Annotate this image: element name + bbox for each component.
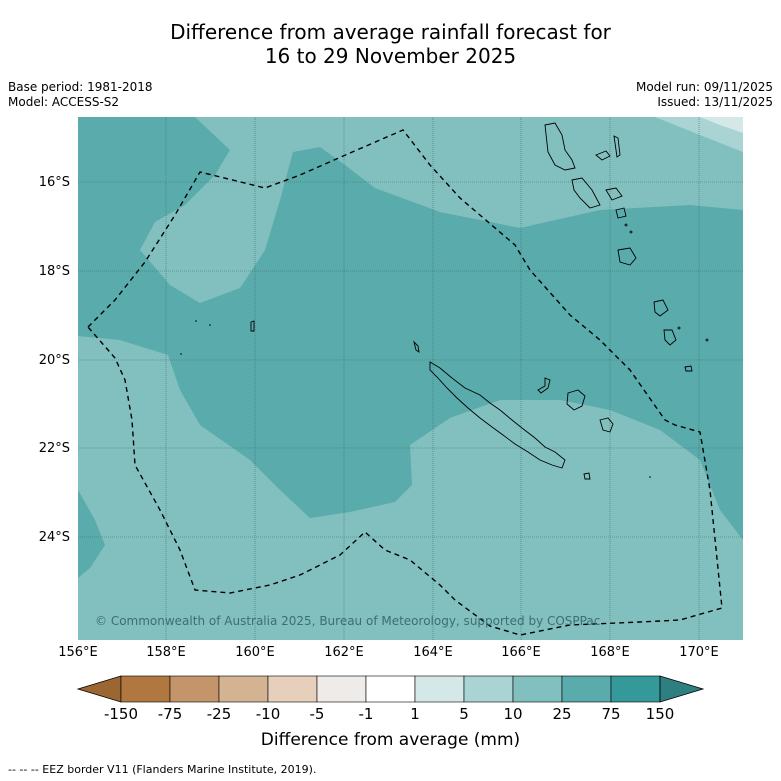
- colorbar-swatch: [267, 675, 318, 703]
- island-malo: [595, 150, 611, 161]
- eez-border: [87, 129, 723, 636]
- colorbar-swatch: [218, 675, 269, 703]
- colorbar-tick-label: -75: [157, 705, 183, 723]
- rainfall-field-ne-patch: [655, 117, 743, 152]
- island-epi: [615, 207, 627, 219]
- base-period-text: Base period: 1981-2018: [8, 80, 153, 94]
- eez-legend-footer: -- -- -- EEZ border V11 (Flanders Marine…: [8, 763, 317, 776]
- colorbar-tick-label: 150: [645, 705, 675, 723]
- colorbar-tick-label: -10: [255, 705, 281, 723]
- island-maewo: [613, 135, 621, 158]
- colorbar-tick-label: 10: [503, 705, 523, 723]
- island-dot: [629, 230, 633, 234]
- issued-text: Issued: 13/11/2025: [657, 95, 773, 109]
- island-malakula: [571, 177, 601, 209]
- lon-label-160e: 160°E: [235, 645, 275, 660]
- lon-label-162e: 162°E: [324, 645, 364, 660]
- lon-label-170e: 170°E: [679, 645, 719, 660]
- meta-right: Model run: 09/11/2025 Issued: 13/11/2025: [636, 80, 773, 110]
- colorbar-swatch: [169, 675, 220, 703]
- colorbar-swatch: [463, 675, 514, 703]
- island-new-caledonia: [429, 361, 566, 469]
- colorbar-swatch: [512, 675, 563, 703]
- island-ile-des-pins: [583, 472, 591, 480]
- island-dot: [180, 353, 182, 355]
- graticule: [78, 117, 743, 640]
- island-espiritu-santo: [544, 122, 576, 171]
- map-area: [78, 117, 743, 640]
- island-dot: [677, 326, 681, 330]
- colorbar-tick-label: 25: [552, 705, 572, 723]
- colorbar: [76, 675, 705, 703]
- island-dot: [705, 338, 709, 342]
- colorbar-swatch: [120, 675, 171, 703]
- colorbar-tick-label: -150: [103, 705, 139, 723]
- colorbar-tick-label: -25: [206, 705, 232, 723]
- island-ouvea: [537, 377, 551, 394]
- map-title-line2: 16 to 29 November 2025: [264, 44, 517, 68]
- island-dot: [649, 476, 651, 478]
- model-text: Model: ACCESS-S2: [8, 95, 120, 109]
- island-belep: [413, 340, 420, 353]
- copyright-text: © Commonwealth of Australia 2025, Bureau…: [95, 614, 601, 628]
- lat-label-18s: 18°S: [38, 264, 70, 279]
- island-west-small: [250, 320, 255, 332]
- island-mare: [599, 417, 614, 433]
- island-dot: [209, 324, 211, 326]
- colorbar-swatch: [610, 675, 661, 703]
- island-tanna: [663, 329, 677, 346]
- island-efate: [617, 247, 637, 266]
- island-dot: [624, 223, 628, 227]
- lon-label-166e: 166°E: [501, 645, 541, 660]
- colorbar-tick-label: 5: [459, 705, 469, 723]
- lat-label-16s: 16°S: [38, 175, 70, 190]
- colorbar-title: Difference from average (mm): [260, 730, 521, 750]
- colorbar-tick-label: 75: [601, 705, 621, 723]
- lon-label-164e: 164°E: [413, 645, 453, 660]
- colorbar-swatch: [561, 675, 612, 703]
- island-erromango: [653, 299, 669, 317]
- meta-left: Base period: 1981-2018 Model: ACCESS-S2: [8, 80, 153, 110]
- colorbar-tick-label: 1: [410, 705, 420, 723]
- island-ambrym: [605, 187, 623, 201]
- island-dot: [195, 320, 197, 322]
- colorbar-swatch: [365, 675, 416, 703]
- model-run-text: Model run: 09/11/2025: [635, 80, 773, 94]
- colorbar-arrow-left: [76, 675, 122, 703]
- colorbar-swatch: [316, 675, 367, 703]
- lon-label-156e: 156°E: [58, 645, 98, 660]
- rainfall-field-ne-patch-inner: [700, 117, 743, 133]
- colorbar-tick-label: -1: [358, 705, 374, 723]
- colorbar-tick-label: -5: [309, 705, 325, 723]
- island-lifou: [566, 389, 586, 411]
- lat-label-24s: 24°S: [38, 530, 70, 545]
- island-aneityum: [684, 365, 693, 372]
- colorbar-swatch: [414, 675, 465, 703]
- map-title-line1: Difference from average rainfall forecas…: [170, 20, 611, 44]
- rainfall-field-sw-patch: [78, 490, 105, 578]
- lon-label-168e: 168°E: [590, 645, 630, 660]
- lat-label-20s: 20°S: [38, 353, 70, 368]
- lat-label-22s: 22°S: [38, 441, 70, 456]
- rainfall-field-wet-band: [78, 117, 743, 540]
- colorbar-arrow-right: [659, 675, 705, 703]
- lon-label-158e: 158°E: [146, 645, 186, 660]
